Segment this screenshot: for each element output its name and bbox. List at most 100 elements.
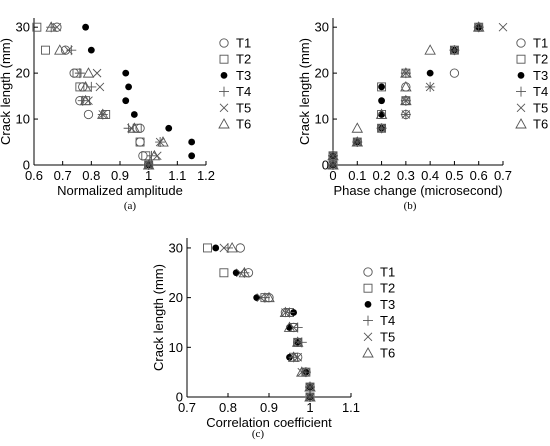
legend-marker bbox=[218, 118, 230, 129]
data-point bbox=[450, 45, 459, 55]
data-point bbox=[82, 23, 89, 31]
x-tick-label: 0 bbox=[329, 168, 336, 183]
legend-marker bbox=[516, 54, 526, 64]
data-point bbox=[291, 336, 304, 347]
legend-marker bbox=[515, 118, 527, 129]
data-point bbox=[75, 82, 85, 92]
data-point bbox=[281, 308, 290, 317]
panel-caption: (a) bbox=[124, 200, 137, 212]
series-t1 bbox=[235, 243, 315, 402]
data-point bbox=[426, 69, 434, 77]
x-tick-label: 0.7 bbox=[494, 168, 512, 183]
data-point bbox=[165, 124, 173, 132]
x-axis-label: Normalized amplitude bbox=[57, 183, 183, 198]
x-tick-label: 0.1 bbox=[348, 168, 366, 183]
data-point bbox=[135, 137, 145, 147]
data-point bbox=[54, 44, 66, 55]
series-t5 bbox=[219, 243, 315, 402]
y-tick-label: 0 bbox=[23, 158, 30, 173]
data-point bbox=[128, 122, 141, 133]
data-point bbox=[203, 243, 212, 253]
x-tick-label: 0.9 bbox=[260, 400, 278, 415]
legend-marker bbox=[516, 103, 526, 113]
x-tick-label: 0.3 bbox=[397, 168, 415, 183]
data-point bbox=[378, 83, 385, 91]
data-point bbox=[296, 337, 307, 348]
x-tick-label: 0.5 bbox=[445, 168, 463, 183]
data-point bbox=[92, 68, 102, 78]
data-point bbox=[283, 321, 296, 332]
data-point bbox=[305, 382, 315, 392]
data-point bbox=[401, 96, 411, 106]
data-point bbox=[377, 123, 386, 133]
series-t3 bbox=[82, 23, 196, 169]
data-point bbox=[400, 94, 412, 106]
data-point bbox=[74, 68, 85, 79]
legend-label: T6 bbox=[533, 117, 548, 132]
legend-marker bbox=[516, 38, 526, 48]
legend-marker bbox=[363, 315, 373, 326]
data-point bbox=[401, 68, 411, 78]
data-point bbox=[305, 392, 315, 402]
legend-label: T2 bbox=[236, 52, 251, 67]
x-tick-label: 0.8 bbox=[219, 400, 237, 415]
x-tick-label: 0.7 bbox=[54, 168, 72, 183]
legend-label: T5 bbox=[380, 329, 395, 344]
series-t5 bbox=[52, 22, 165, 170]
legend-label: T4 bbox=[236, 84, 251, 99]
data-point bbox=[449, 68, 460, 78]
series-t3 bbox=[212, 244, 314, 401]
data-point bbox=[157, 136, 169, 147]
data-point bbox=[52, 22, 62, 32]
x-tick-label: 1 bbox=[306, 400, 313, 415]
legend-label: T4 bbox=[533, 84, 548, 99]
data-point bbox=[98, 110, 108, 119]
y-tick-label: 10 bbox=[16, 112, 30, 127]
data-point bbox=[148, 149, 161, 161]
data-point bbox=[64, 45, 73, 55]
data-point bbox=[188, 138, 196, 146]
y-axis-label: Crack length (mm) bbox=[297, 38, 312, 145]
data-point bbox=[219, 268, 229, 278]
x-tick-label: 1.1 bbox=[168, 168, 186, 183]
chart-b: 0 0.1 0.2 0.3 0.4 0.5 0.6 0.7 0 10 20 30 Phase chang… bbox=[297, 18, 548, 212]
legend-label: T1 bbox=[533, 36, 548, 51]
panel-caption: (b) bbox=[404, 200, 417, 212]
data-point bbox=[287, 351, 300, 362]
data-point bbox=[122, 69, 130, 77]
data-point bbox=[144, 160, 153, 170]
data-point bbox=[473, 22, 484, 33]
data-point bbox=[351, 122, 364, 133]
data-point bbox=[352, 137, 362, 147]
legend-marker bbox=[219, 86, 229, 97]
data-point bbox=[304, 391, 316, 402]
data-point bbox=[41, 45, 50, 55]
x-tick-label: 0.6 bbox=[25, 168, 43, 183]
data-point bbox=[122, 97, 130, 105]
data-point bbox=[232, 269, 240, 277]
data-point bbox=[292, 322, 303, 333]
y-tick-label: 10 bbox=[315, 112, 329, 127]
legend-marker bbox=[516, 86, 526, 97]
data-point bbox=[425, 82, 435, 92]
y-tick-label: 20 bbox=[16, 66, 30, 81]
data-point bbox=[378, 97, 385, 105]
data-point bbox=[259, 292, 270, 303]
legend-marker bbox=[219, 103, 229, 113]
data-point bbox=[235, 243, 245, 253]
data-point bbox=[293, 338, 303, 347]
data-point bbox=[498, 22, 508, 32]
legend-label: T5 bbox=[533, 100, 548, 115]
legend-label: T3 bbox=[533, 68, 548, 83]
legend-label: T3 bbox=[380, 297, 395, 312]
x-tick-label: 1.2 bbox=[197, 168, 215, 183]
data-point bbox=[296, 366, 308, 377]
data-point bbox=[327, 149, 339, 161]
data-point bbox=[212, 244, 220, 252]
data-point bbox=[377, 82, 387, 92]
y-tick-label: 0 bbox=[176, 390, 183, 405]
legend-marker bbox=[220, 72, 228, 79]
series-t4 bbox=[223, 242, 315, 402]
x-tick-label: 0.4 bbox=[421, 168, 439, 183]
data-point bbox=[253, 294, 261, 302]
